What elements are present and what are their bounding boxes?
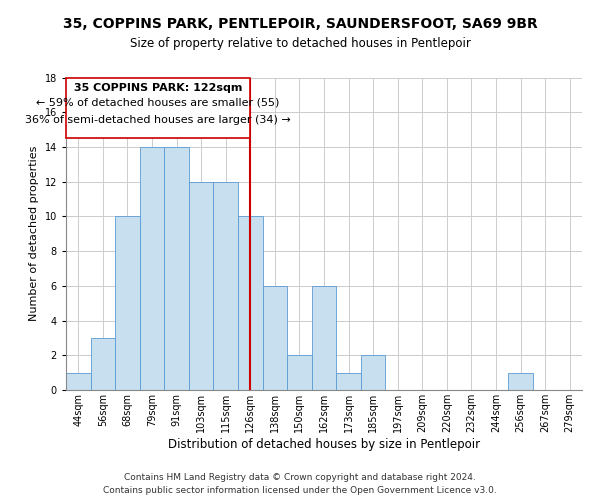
Bar — [336, 372, 361, 390]
Bar — [287, 356, 312, 390]
Text: Size of property relative to detached houses in Pentlepoir: Size of property relative to detached ho… — [130, 38, 470, 51]
Text: ← 59% of detached houses are smaller (55): ← 59% of detached houses are smaller (55… — [37, 98, 280, 108]
Bar — [66, 372, 91, 390]
Bar — [164, 147, 189, 390]
Bar — [312, 286, 336, 390]
Bar — [361, 356, 385, 390]
Y-axis label: Number of detached properties: Number of detached properties — [29, 146, 39, 322]
Bar — [66, 78, 250, 138]
Bar — [214, 182, 238, 390]
Text: 35 COPPINS PARK: 122sqm: 35 COPPINS PARK: 122sqm — [74, 82, 242, 92]
Bar — [238, 216, 263, 390]
Bar — [140, 147, 164, 390]
Bar — [91, 338, 115, 390]
Text: 35, COPPINS PARK, PENTLEPOIR, SAUNDERSFOOT, SA69 9BR: 35, COPPINS PARK, PENTLEPOIR, SAUNDERSFO… — [62, 18, 538, 32]
Bar — [189, 182, 214, 390]
Text: 36% of semi-detached houses are larger (34) →: 36% of semi-detached houses are larger (… — [25, 115, 291, 125]
Bar — [115, 216, 140, 390]
Text: Contains public sector information licensed under the Open Government Licence v3: Contains public sector information licen… — [103, 486, 497, 495]
X-axis label: Distribution of detached houses by size in Pentlepoir: Distribution of detached houses by size … — [168, 438, 480, 450]
Bar — [508, 372, 533, 390]
Text: Contains HM Land Registry data © Crown copyright and database right 2024.: Contains HM Land Registry data © Crown c… — [124, 472, 476, 482]
Bar — [263, 286, 287, 390]
